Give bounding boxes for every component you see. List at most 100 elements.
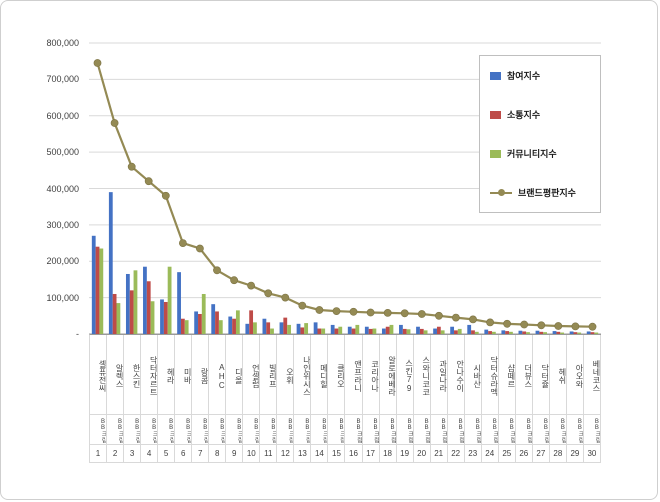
line-marker <box>298 301 307 310</box>
line-marker <box>588 322 597 331</box>
category-name: 빌리프 <box>260 335 278 415</box>
category-name: 메디힐 <box>311 335 329 415</box>
category-sub-label: BB크림 <box>362 415 380 445</box>
category-rank: 14 <box>311 445 329 463</box>
category-sub-label: BB크림 <box>566 415 584 445</box>
category-name: 안나수이 <box>447 335 465 415</box>
bar-참여지수 <box>381 328 386 334</box>
bar-커뮤니티지수 <box>355 324 360 334</box>
bar-소통지수 <box>146 281 151 334</box>
category-rank: 15 <box>328 445 346 463</box>
bar-참여지수 <box>177 272 181 334</box>
bar-참여지수 <box>143 266 147 334</box>
category-name: 닥터쥴 <box>532 335 550 415</box>
category-rank: 16 <box>345 445 363 463</box>
category-rank: 12 <box>277 445 295 463</box>
category-column: 스킨79 BB크림 19 <box>396 335 414 463</box>
y-tick-label: 600,000 <box>46 110 79 121</box>
category-column: 랑콤 BB크림 7 <box>192 335 210 463</box>
bar-소통지수 <box>129 290 134 334</box>
category-column: 빌리프 BB크림 11 <box>260 335 278 463</box>
y-tick-label: 300,000 <box>46 219 79 230</box>
bar-참여지수 <box>552 331 557 334</box>
category-sub-label: BB크림 <box>583 415 601 445</box>
category-rank: 8 <box>209 445 227 463</box>
category-sub-label: BB크림 <box>192 415 210 445</box>
bar-소통지수 <box>368 328 373 334</box>
plot-svg <box>89 42 601 335</box>
category-sub-label: BB크림 <box>413 415 431 445</box>
category-sub-label: BB크림 <box>311 415 329 445</box>
category-name: 나인위시스 <box>294 335 312 415</box>
category-name: 디올 <box>226 335 244 415</box>
category-column: 베네코스 BB크림 30 <box>583 335 601 463</box>
category-sub-label: BB크림 <box>345 415 363 445</box>
line-marker <box>127 162 136 171</box>
bar-소통지수 <box>590 332 595 334</box>
line-marker <box>571 322 580 331</box>
category-axis-table: 셀퓨전씨 BB크림 1 알렉스 BB크림 2 한스킨 BB크림 3 닥터자르트 BB크림 4 헤라 BB크… <box>89 334 601 463</box>
bar-참여지수 <box>518 330 523 334</box>
bar-소통지수 <box>454 330 458 334</box>
bar-참여지수 <box>450 326 455 334</box>
y-tick-label: 700,000 <box>46 74 79 85</box>
category-rank: 25 <box>498 445 516 463</box>
line-marker <box>196 244 204 253</box>
bar-커뮤니티지수 <box>201 293 206 334</box>
category-column: 오휘 BB크림 12 <box>277 335 295 463</box>
line-marker <box>400 309 409 318</box>
category-sub-label: BB크림 <box>158 415 176 445</box>
bar-참여지수 <box>484 329 489 334</box>
bar-커뮤니티지수 <box>406 329 411 334</box>
legend-swatch-커뮤니티지수 <box>490 149 501 158</box>
bar-커뮤니티지수 <box>594 332 599 334</box>
bar-소통지수 <box>402 328 407 334</box>
bar-커뮤니티지수 <box>304 323 309 334</box>
legend-label: 소통지수 <box>507 110 541 120</box>
category-rank: 3 <box>124 445 142 463</box>
category-rank: 13 <box>294 445 312 463</box>
legend-item: 브랜드평판지수 <box>490 186 590 199</box>
legend-item: 소통지수 <box>490 108 590 121</box>
category-sub-label: BB크림 <box>243 415 261 445</box>
category-name: 아오와 <box>566 335 584 415</box>
bar-소통지수 <box>522 331 527 334</box>
category-name: 시바산 <box>464 335 482 415</box>
bar-참여지수 <box>228 316 233 334</box>
category-rank: 17 <box>362 445 380 463</box>
category-rank: 21 <box>430 445 448 463</box>
bar-참여지수 <box>416 326 420 334</box>
category-rank: 4 <box>141 445 159 463</box>
category-name: 스킨79 <box>396 335 414 415</box>
category-rank: 2 <box>107 445 125 463</box>
bar-참여지수 <box>535 330 540 334</box>
line-marker <box>247 281 255 290</box>
category-rank: 10 <box>243 445 261 463</box>
category-sub-label: BB크림 <box>209 415 227 445</box>
y-tick-label: - <box>76 329 79 339</box>
category-column: 미바 BB크림 6 <box>175 335 193 463</box>
bar-커뮤니티지수 <box>287 324 291 334</box>
bar-참여지수 <box>160 299 164 334</box>
bar-소통지수 <box>334 328 339 334</box>
category-name: 미바 <box>175 335 193 415</box>
bar-커뮤니티지수 <box>491 331 496 334</box>
bar-커뮤니티지수 <box>150 301 155 334</box>
bar-커뮤니티지수 <box>235 310 240 334</box>
bar-참여지수 <box>279 322 284 334</box>
line-marker <box>110 119 119 127</box>
category-sub-label: BB크림 <box>328 415 346 445</box>
bar-참여지수 <box>586 331 591 334</box>
y-axis: 800,000 700,000 600,000 500,000 400,000 300,0… <box>29 38 83 339</box>
plot-area <box>89 42 601 335</box>
bar-참여지수 <box>125 273 130 334</box>
category-sub-label: BB크림 <box>549 415 567 445</box>
category-name: 셀퓨전씨 <box>90 335 108 415</box>
bar-참여지수 <box>296 323 301 334</box>
line-marker <box>469 315 477 324</box>
category-column: 닥터쥴 BB크림 27 <box>532 335 550 463</box>
bar-참여지수 <box>347 326 352 334</box>
bar-참여지수 <box>467 324 472 334</box>
category-column: 헤라 BB크림 5 <box>158 335 176 463</box>
bar-참여지수 <box>364 326 369 334</box>
